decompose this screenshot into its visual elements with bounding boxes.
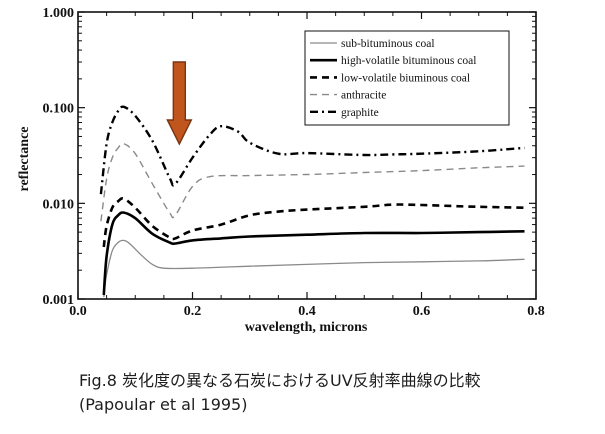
- series-layer: [99, 105, 525, 298]
- series-line-3: [102, 197, 525, 248]
- legend-label: high-volatile bituminous coal: [341, 55, 476, 67]
- x-tick-label: 0.8: [527, 304, 545, 319]
- legend-label: anthracite: [341, 90, 386, 102]
- down-arrow-annotation: [166, 61, 193, 146]
- caption-line-2: (Papoular et al 1995): [79, 395, 248, 414]
- reflectance-chart: 0.0 0.2 0.4 0.6 0.8 0.001 0.010 0.100 1.000 sub-…: [17, 6, 545, 335]
- x-tick-label: 0.0: [69, 304, 87, 319]
- y-tick-label: 1.000: [43, 6, 75, 21]
- series-line-5: [99, 105, 525, 195]
- arrow-shape: [166, 61, 193, 146]
- x-tick-label: 0.4: [298, 304, 316, 319]
- y-tick-label: 0.100: [43, 102, 75, 117]
- y-tick-label: 0.010: [43, 197, 75, 212]
- legend-label: graphite: [341, 107, 379, 119]
- legend-box: [304, 30, 510, 126]
- x-axis-label: wavelength, microns: [245, 320, 368, 335]
- x-tick-label: 0.6: [413, 304, 431, 319]
- ticks-layer: 0.0 0.2 0.4 0.6 0.8 0.001 0.010 0.100 1.000: [43, 6, 545, 319]
- series-line-1: [103, 239, 525, 298]
- y-tick-label: 0.001: [43, 293, 75, 308]
- series-line-4: [100, 142, 525, 222]
- x-tick-label: 0.2: [184, 304, 202, 319]
- figure-caption: Fig.8 炭化度の異なる石炭におけるUV反射率曲線の比較 (Papoular …: [79, 369, 599, 417]
- legend-label: low-volatile biuminous coal: [341, 72, 470, 84]
- y-axis-label: reflectance: [17, 126, 32, 191]
- legend: sub-bituminous coal high-volatile bitumin…: [304, 30, 510, 126]
- caption-line-1: Fig.8 炭化度の異なる石炭におけるUV反射率曲線の比較: [79, 371, 481, 390]
- series-line-2: [102, 211, 525, 296]
- legend-label: sub-bituminous coal: [341, 38, 435, 50]
